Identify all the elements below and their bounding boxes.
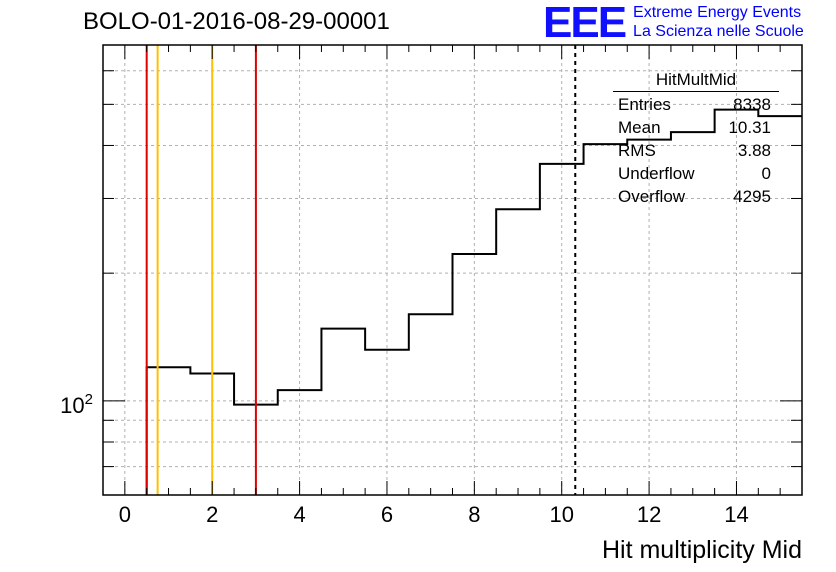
stats-label: Overflow <box>618 187 686 206</box>
stats-value: 8338 <box>733 95 771 114</box>
stats-label: RMS <box>618 141 656 160</box>
histogram-bin <box>321 329 365 495</box>
stats-row-underflow: Underflow 0 <box>613 162 779 185</box>
stats-label: Mean <box>618 118 661 137</box>
x-tick-label: 0 <box>119 502 131 527</box>
stats-value: 0 <box>761 164 771 183</box>
marker-lines <box>145 45 577 495</box>
stats-label: Underflow <box>618 164 695 183</box>
x-tick-label: 2 <box>206 502 218 527</box>
stats-row-overflow: Overflow 4295 <box>613 185 779 208</box>
eee-logo-mark: EEE <box>543 0 627 47</box>
stats-value: 10.31 <box>728 118 771 137</box>
x-tick-label: 6 <box>381 502 393 527</box>
stats-row-rms: RMS 3.88 <box>613 139 779 162</box>
stats-value: 4295 <box>733 187 771 206</box>
stats-title: HitMultMid <box>613 70 779 92</box>
histogram-bin <box>409 314 453 495</box>
x-tick-label: 12 <box>637 502 661 527</box>
logo-line-1: Extreme Energy Events <box>633 4 802 21</box>
plot-title: BOLO-01-2016-08-29-00001 <box>83 8 390 35</box>
stats-row-entries: Entries 8338 <box>613 93 779 116</box>
histogram <box>145 108 802 495</box>
logo-text: Extreme Energy Events La Scienza nelle S… <box>633 3 804 41</box>
x-tick-label: 10 <box>549 502 573 527</box>
histogram-bin <box>453 254 497 495</box>
histogram-bin <box>540 164 584 495</box>
histogram-outline <box>145 108 802 495</box>
stats-label: Entries <box>618 95 671 114</box>
eee-logo: EEE Extreme Energy Events La Scienza nel… <box>543 0 804 47</box>
axes: 0 2 4 6 8 10 12 14 102 <box>60 45 803 527</box>
histogram-bin <box>496 209 540 495</box>
x-tick-label: 4 <box>293 502 305 527</box>
x-tick-label: 8 <box>468 502 480 527</box>
x-axis-title: Hit multiplicity Mid <box>601 536 802 564</box>
histogram-bin <box>147 367 191 495</box>
x-tick-label: 14 <box>724 502 748 527</box>
stats-value: 3.88 <box>737 141 771 160</box>
histogram-bin <box>365 350 409 495</box>
stats-row-mean: Mean 10.31 <box>613 116 779 139</box>
logo-line-2: La Scienza nelle Scuole <box>633 23 804 40</box>
y-tick-label: 102 <box>60 391 93 418</box>
stats-box: HitMultMid Entries 8338 Mean 10.31 RMS 3… <box>613 70 779 208</box>
histogram-bin <box>278 390 322 495</box>
